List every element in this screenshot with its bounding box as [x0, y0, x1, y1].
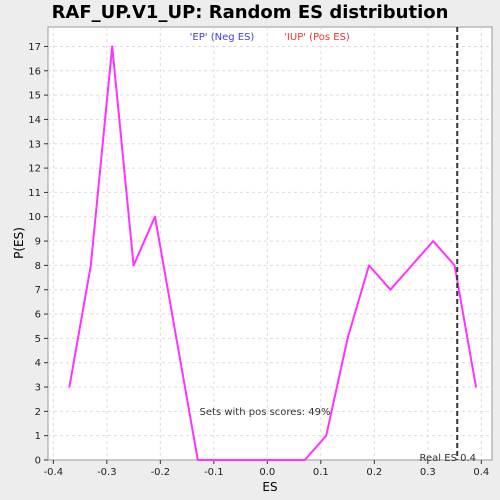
- y-tick-label: 8: [35, 261, 41, 272]
- legend-entry-ep: 'EP' (Neg ES): [190, 32, 255, 43]
- x-tick-label: 0.4: [473, 467, 489, 478]
- y-tick-label: 4: [35, 358, 41, 369]
- data-point: [154, 215, 156, 218]
- plot-area: [47, 26, 493, 461]
- series-line: [68, 45, 477, 461]
- y-axis-label: P(ES): [12, 227, 26, 259]
- data-point: [239, 459, 242, 461]
- x-tick-label: 0.1: [313, 467, 329, 478]
- y-tick-label: 13: [28, 139, 41, 150]
- y-tick-label: 9: [35, 237, 41, 248]
- data-point: [475, 386, 477, 388]
- data-point: [432, 240, 434, 242]
- x-tick-label: 0.2: [366, 467, 382, 478]
- x-tick-label: 0.0: [259, 467, 275, 478]
- y-tick-label: 6: [35, 310, 41, 321]
- x-axis-label: ES: [262, 480, 277, 494]
- y-tick-label: 0: [35, 456, 41, 467]
- real-es-annotation: Real ES 0.4: [420, 453, 476, 464]
- data-point: [175, 337, 178, 340]
- x-tick-label: 0.3: [420, 467, 436, 478]
- data-point: [346, 337, 349, 340]
- legend-entry-iup: 'IUP' (Pos ES): [284, 32, 350, 43]
- series-group: [68, 45, 477, 461]
- data-point: [196, 459, 199, 461]
- data-point: [368, 264, 370, 267]
- y-tick-label: 3: [35, 383, 41, 394]
- y-tick-label: 5: [35, 334, 41, 345]
- x-tick-label: -0.3: [97, 467, 117, 478]
- y-tick-label: 10: [28, 212, 41, 223]
- x-tick-label: -0.2: [151, 467, 171, 478]
- x-axis: -0.4 -0.3 -0.2 -0.1 0.0 0.1 0.2 0.3 0.4: [44, 460, 489, 478]
- y-tick-label: 11: [28, 188, 41, 199]
- data-point: [111, 45, 113, 48]
- data-point: [89, 264, 92, 267]
- data-point: [453, 264, 456, 267]
- data-point: [218, 459, 220, 461]
- data-point: [303, 459, 306, 461]
- data-point: [389, 288, 392, 291]
- pos-scores-annotation: Sets with pos scores: 49%: [200, 407, 331, 418]
- data-point: [132, 264, 135, 267]
- x-tick-label: -0.1: [204, 467, 224, 478]
- x-tick-label: -0.4: [44, 467, 64, 478]
- data-point: [261, 459, 263, 461]
- data-point: [68, 386, 71, 388]
- y-tick-label: 17: [28, 42, 41, 53]
- y-tick-label: 12: [28, 164, 41, 175]
- y-tick-label: 2: [35, 407, 41, 418]
- y-tick-label: 14: [28, 115, 41, 126]
- data-point: [325, 434, 327, 437]
- y-tick-label: 16: [28, 66, 41, 77]
- y-tick-label: 1: [35, 431, 41, 442]
- y-tick-label: 15: [28, 91, 41, 102]
- chart-title: RAF_UP.V1_UP: Random ES distribution: [52, 2, 449, 23]
- y-tick-label: 7: [35, 285, 41, 296]
- data-point: [282, 459, 285, 461]
- data-point: [410, 264, 413, 267]
